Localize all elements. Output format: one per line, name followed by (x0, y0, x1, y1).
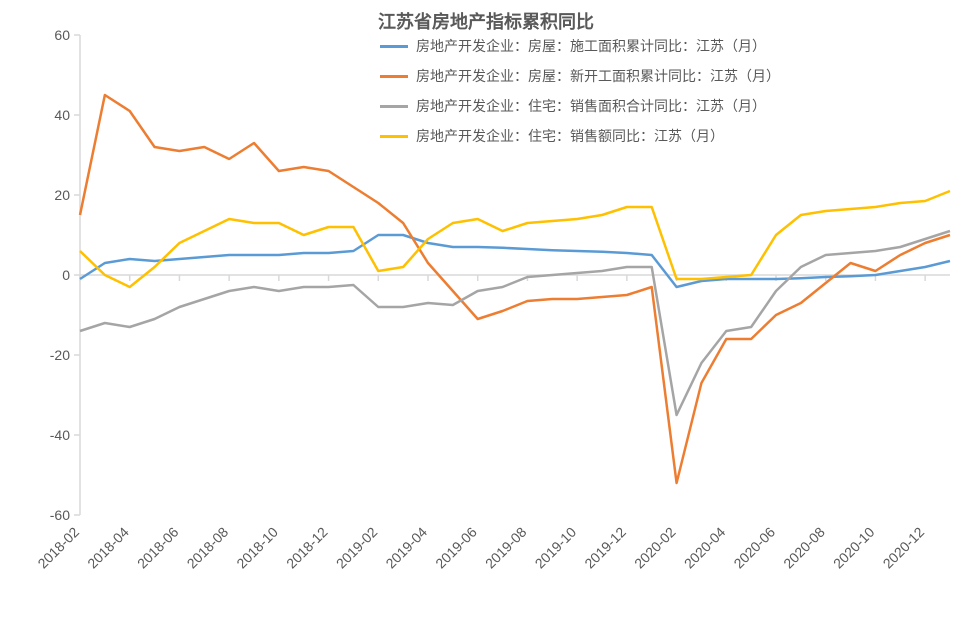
x-tick-label: 2019-06 (432, 524, 480, 572)
legend-item: 房地产开发企业：房屋：新开工面积累计同比：江苏（月） (380, 66, 780, 86)
x-tick-label: 2020-08 (780, 524, 828, 572)
series-line (80, 231, 950, 415)
legend-item: 房地产开发企业：房屋：施工面积累计同比：江苏（月） (380, 36, 780, 56)
legend-swatch (380, 45, 408, 48)
y-tick-label: 40 (54, 107, 70, 123)
x-tick-label: 2018-12 (283, 524, 331, 572)
y-tick-label: -20 (50, 347, 70, 363)
series-line (80, 235, 950, 287)
y-tick-label: -60 (50, 507, 70, 523)
x-tick-label: 2019-10 (532, 524, 580, 572)
x-tick-label: 2018-06 (134, 524, 182, 572)
x-tick-label: 2018-02 (34, 524, 82, 572)
legend-item: 房地产开发企业：住宅：销售面积合计同比：江苏（月） (380, 96, 780, 116)
legend: 房地产开发企业：房屋：施工面积累计同比：江苏（月） 房地产开发企业：房屋：新开工面… (380, 36, 780, 156)
x-tick-label: 2019-04 (382, 524, 430, 572)
x-tick-label: 2020-12 (880, 524, 928, 572)
y-tick-label: -40 (50, 427, 70, 443)
legend-label: 房地产开发企业：住宅：销售面积合计同比：江苏（月） (416, 96, 766, 116)
legend-label: 房地产开发企业：房屋：施工面积累计同比：江苏（月） (416, 36, 766, 56)
x-tick-label: 2020-04 (681, 524, 729, 572)
legend-item: 房地产开发企业：住宅：销售额同比：江苏（月） (380, 126, 780, 146)
x-tick-label: 2019-12 (581, 524, 629, 572)
x-tick-label: 2019-08 (482, 524, 530, 572)
chart-title: 江苏省房地产指标累积同比 (0, 8, 972, 34)
series-line (80, 191, 950, 287)
x-tick-label: 2020-06 (730, 524, 778, 572)
legend-swatch (380, 135, 408, 138)
chart-root: 江苏省房地产指标累积同比 -60-40-2002040602018-022018… (0, 0, 972, 612)
x-tick-label: 2018-10 (233, 524, 281, 572)
x-tick-label: 2020-10 (830, 524, 878, 572)
x-tick-label: 2018-04 (84, 524, 132, 572)
y-tick-label: 0 (62, 267, 70, 283)
x-tick-label: 2020-02 (631, 524, 679, 572)
legend-swatch (380, 105, 408, 108)
x-tick-label: 2018-08 (184, 524, 232, 572)
legend-label: 房地产开发企业：房屋：新开工面积累计同比：江苏（月） (416, 66, 780, 86)
legend-swatch (380, 75, 408, 78)
y-tick-label: 20 (54, 187, 70, 203)
legend-label: 房地产开发企业：住宅：销售额同比：江苏（月） (416, 126, 724, 146)
x-tick-label: 2019-02 (333, 524, 381, 572)
